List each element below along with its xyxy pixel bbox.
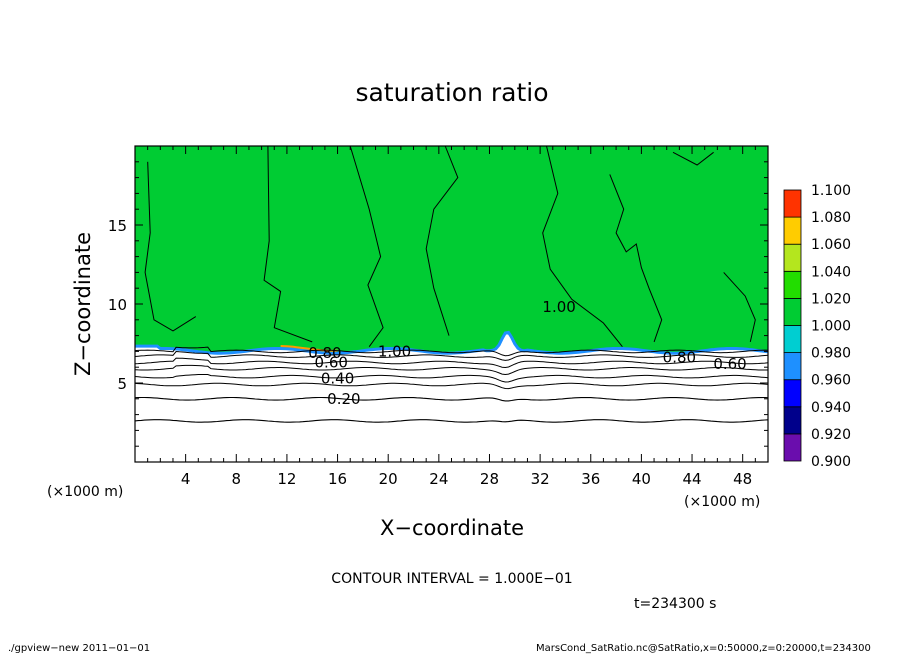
- colorbar-segment: [783, 433, 802, 462]
- contour-line: [134, 374, 769, 383]
- contour-line: [425, 145, 459, 336]
- x-tick-label: 28: [480, 470, 499, 488]
- colorbar-segment: [783, 325, 802, 354]
- x-tick-label: 40: [632, 470, 651, 488]
- y-tick-label: 15: [108, 217, 127, 235]
- colorbar-label: 1.000: [811, 319, 851, 335]
- contour-label: 0.60: [713, 355, 746, 373]
- contour-label: 0.80: [308, 344, 341, 362]
- plot-area: 0.200.400.600.80 1.001.000.80 0.60: [134, 145, 769, 463]
- contour-line: [144, 161, 197, 332]
- colorbar: 0.900 0.920 0.940 0.960 0.980 1.000 1.020 1.040…: [783, 183, 851, 470]
- x-tick-label: 4: [181, 470, 191, 488]
- y-tick-label: 5: [117, 375, 127, 393]
- colorbar-label: 1.020: [811, 291, 851, 307]
- footer-right: MarsCond_SatRatio.nc@SatRatio,x=0:50000,…: [536, 643, 871, 654]
- contour-line: [134, 357, 769, 369]
- x-tick-label: 36: [581, 470, 600, 488]
- contour-line: [134, 419, 769, 423]
- contour-line: [609, 174, 663, 343]
- footer-left: ./gpview−new 2011−01−01: [8, 643, 150, 654]
- contour-interval-text: CONTOUR INTERVAL = 1.000E−01: [331, 571, 572, 587]
- contour-line: [134, 350, 769, 361]
- colorbar-label: 0.900: [811, 454, 851, 470]
- chart-title: saturation ratio: [355, 78, 548, 107]
- contour-label: 0.40: [321, 369, 354, 387]
- colorbar-label: 1.060: [811, 237, 851, 253]
- contour-line: [542, 145, 623, 348]
- colorbar-label: 1.100: [811, 183, 851, 199]
- colorbar-segment: [783, 406, 802, 435]
- x-tick-label: 20: [379, 470, 398, 488]
- x-tick-label: 32: [531, 470, 550, 488]
- colorbar-segment: [783, 352, 802, 381]
- contour-line: [349, 145, 384, 347]
- contour-line: [672, 151, 714, 166]
- x-unit-right: (×1000 m): [684, 494, 760, 510]
- colorbar-segment: [783, 189, 802, 218]
- colorbar-segment: [783, 379, 802, 408]
- colorbar-segment: [783, 270, 802, 299]
- colorbar-label: 1.040: [811, 264, 851, 280]
- colorbar-label: 0.920: [811, 427, 851, 443]
- contour-line: [134, 364, 768, 376]
- contour-line: [134, 346, 769, 357]
- x-tick-label: 44: [682, 470, 701, 488]
- contour-line: [263, 145, 313, 343]
- y-axis-label: Z−coordinate: [71, 232, 95, 376]
- x-axis: 4 8 12 16 20 24 28 32 36 40 44 48: [147, 146, 756, 488]
- x-tick-label: 24: [429, 470, 448, 488]
- contour-label: 1.00: [378, 342, 411, 360]
- colorbar-label: 0.960: [811, 373, 851, 389]
- contour-line: [134, 382, 769, 390]
- saturation-field: [135, 146, 768, 353]
- x-tick-label: 12: [277, 470, 296, 488]
- x-tick-label: 16: [328, 470, 347, 488]
- contour-line: [723, 272, 756, 343]
- contour-line: [134, 396, 769, 402]
- contour-label: 1.00: [542, 298, 575, 316]
- time-text: t=234300 s: [634, 596, 716, 612]
- contour-lines: [134, 145, 769, 423]
- colorbar-segment: [783, 243, 802, 272]
- contour-label: 0.60: [315, 353, 348, 371]
- colorbar-segment: [783, 297, 802, 326]
- y-axis: 5 10 15: [108, 161, 768, 447]
- x-axis-label: X−coordinate: [380, 516, 524, 540]
- contour-label: 0.80: [663, 349, 696, 367]
- contour-labels: 0.200.400.600.80 1.001.000.80 0.60: [308, 298, 747, 408]
- x-unit-left: (×1000 m): [47, 484, 123, 500]
- x-tick-label: 8: [232, 470, 242, 488]
- colorbar-label: 1.080: [811, 210, 851, 226]
- colorbar-segment: [783, 216, 802, 245]
- colorbar-label: 0.980: [811, 346, 851, 362]
- contour-label: 0.20: [327, 390, 360, 408]
- x-tick-label: 48: [733, 470, 752, 488]
- colorbar-label: 0.940: [811, 400, 851, 416]
- y-tick-label: 10: [108, 296, 127, 314]
